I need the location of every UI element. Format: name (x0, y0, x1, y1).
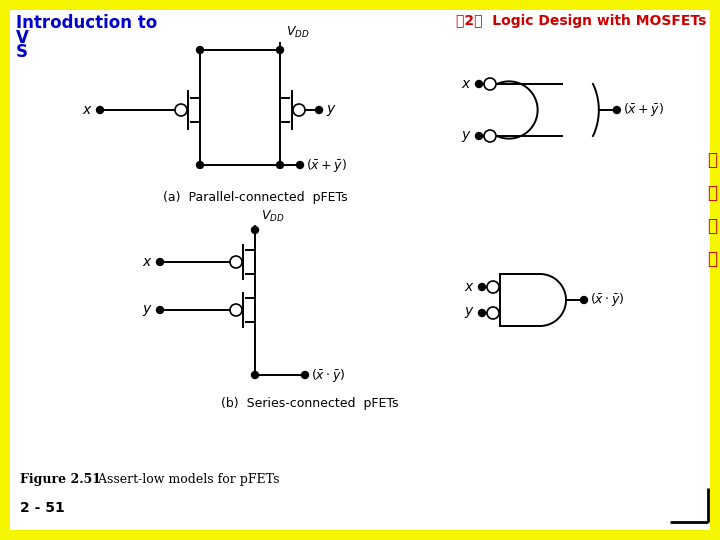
Text: V: V (16, 29, 29, 47)
Text: $y$: $y$ (326, 103, 337, 118)
Text: (b)  Series-connected  pFETs: (b) Series-connected pFETs (221, 397, 399, 410)
Circle shape (156, 307, 163, 314)
Circle shape (302, 372, 308, 379)
Circle shape (197, 161, 204, 168)
Circle shape (297, 161, 304, 168)
Circle shape (484, 78, 496, 90)
Circle shape (230, 256, 242, 268)
Text: Figure 2.51: Figure 2.51 (20, 474, 101, 487)
Circle shape (251, 226, 258, 233)
Text: $y$: $y$ (464, 306, 475, 321)
Circle shape (175, 104, 187, 116)
Text: 第2章  Logic Design with MOSFETs: 第2章 Logic Design with MOSFETs (456, 14, 706, 28)
Text: S: S (16, 43, 28, 61)
Text: $(\bar{x}\cdot\bar{y})$: $(\bar{x}\cdot\bar{y})$ (311, 367, 346, 383)
Circle shape (487, 281, 499, 293)
Circle shape (230, 304, 242, 316)
Text: $y$: $y$ (462, 129, 472, 144)
Circle shape (276, 46, 284, 53)
Text: 2 - 51: 2 - 51 (20, 501, 65, 515)
Text: $x$: $x$ (82, 103, 93, 117)
Circle shape (475, 80, 482, 87)
Text: $x$: $x$ (464, 280, 475, 294)
Text: $x$: $x$ (462, 77, 472, 91)
Circle shape (475, 132, 482, 139)
Circle shape (315, 106, 323, 113)
Circle shape (293, 104, 305, 116)
Text: $V_{DD}$: $V_{DD}$ (286, 25, 310, 40)
Text: $V_{DD}$: $V_{DD}$ (261, 209, 284, 224)
Text: $(\bar{x}+\bar{y})$: $(\bar{x}+\bar{y})$ (306, 157, 347, 173)
Text: Introduction to: Introduction to (16, 14, 157, 32)
Circle shape (479, 284, 485, 291)
Text: (a)  Parallel-connected  pFETs: (a) Parallel-connected pFETs (163, 192, 347, 205)
Circle shape (484, 130, 496, 142)
Circle shape (276, 161, 284, 168)
FancyBboxPatch shape (10, 10, 710, 530)
Text: 以: 以 (707, 151, 717, 169)
Circle shape (487, 307, 499, 319)
Text: $x$: $x$ (143, 255, 153, 269)
Text: $(\bar{x}+\bar{y})$: $(\bar{x}+\bar{y})$ (623, 102, 664, 118)
Circle shape (96, 106, 104, 113)
Text: Assert-low models for pFETs: Assert-low models for pFETs (90, 474, 279, 487)
Circle shape (580, 296, 588, 303)
Circle shape (479, 309, 485, 316)
Text: $y$: $y$ (143, 302, 153, 318)
Text: 固: 固 (707, 217, 717, 235)
Text: 議: 議 (707, 250, 717, 268)
Text: 機: 機 (707, 184, 717, 202)
Circle shape (156, 259, 163, 266)
Circle shape (197, 46, 204, 53)
Circle shape (613, 106, 621, 113)
Circle shape (251, 372, 258, 379)
Text: $(\bar{x}\cdot\bar{y})$: $(\bar{x}\cdot\bar{y})$ (590, 292, 624, 308)
